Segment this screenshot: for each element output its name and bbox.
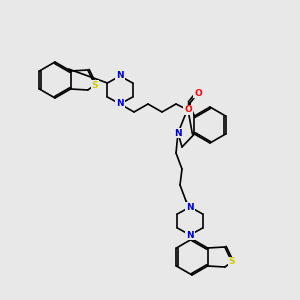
Text: N: N [174, 128, 182, 137]
Text: O: O [184, 106, 192, 115]
Text: N: N [116, 100, 124, 109]
Text: S: S [229, 257, 235, 266]
Text: N: N [116, 71, 124, 80]
Text: O: O [194, 88, 202, 98]
Text: N: N [186, 202, 194, 211]
Text: N: N [186, 230, 194, 239]
Text: S: S [92, 80, 98, 89]
